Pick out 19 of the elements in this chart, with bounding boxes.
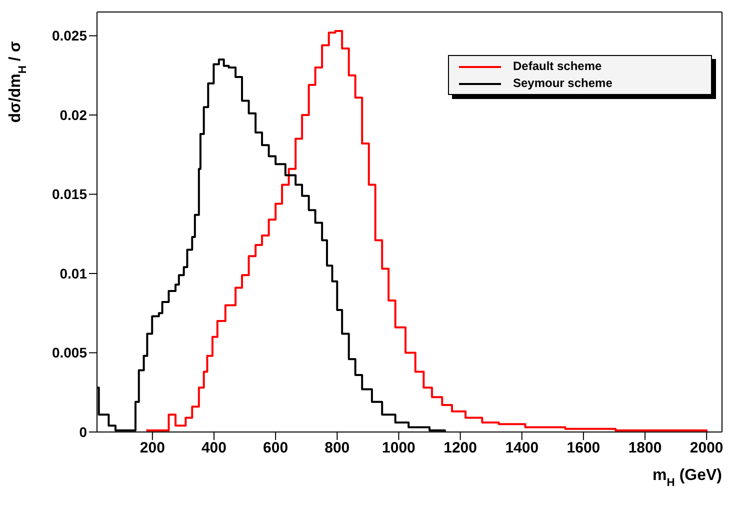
x-tick-label: 400 — [201, 440, 227, 457]
x-tick-label: 1400 — [505, 440, 539, 457]
x-tick-label: 1800 — [628, 440, 662, 457]
x-axis-title: m$_{H}$ (GeV) — [652, 467, 722, 489]
x-tick-label: 1600 — [566, 440, 600, 457]
x-tick-label: 2000 — [690, 440, 724, 457]
legend-label: Seymour scheme — [513, 75, 612, 92]
y-tick-label: 0 — [79, 424, 88, 440]
legend-label: Default scheme — [513, 58, 602, 75]
x-tick-label: 1000 — [382, 440, 416, 457]
x-tick-label: 600 — [263, 440, 288, 457]
y-tick-label: 0.02 — [60, 106, 88, 123]
x-tick-label: 1200 — [444, 440, 477, 457]
y-tick-label: 0.015 — [52, 186, 88, 202]
y-tick-label: 0.01 — [60, 265, 88, 282]
y-tick-label: 0.025 — [52, 28, 88, 44]
y-tick-label: 0.005 — [52, 344, 88, 361]
x-tick-label: 800 — [324, 440, 350, 457]
x-tick-label: 200 — [140, 440, 165, 457]
